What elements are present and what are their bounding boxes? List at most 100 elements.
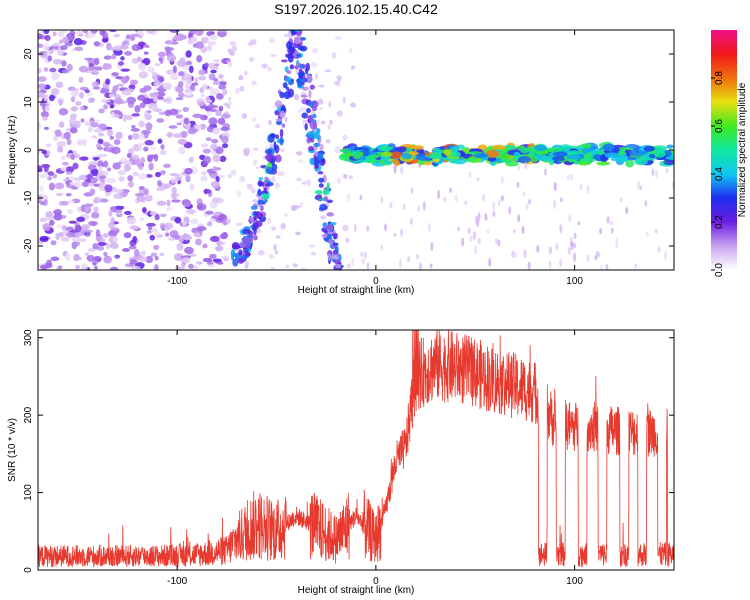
spectrogram-cell [61,161,69,166]
spectrogram-cell [654,150,666,158]
spectrogram-cell [184,167,193,175]
spectrogram-cell [119,205,125,210]
spectrogram-cell [102,233,110,238]
spectrogram-cell [275,235,281,239]
spectrogram-cell [112,236,118,243]
spectrogram-cell [461,237,465,247]
spectrogram-cell [151,71,158,76]
spectrogram-cell [258,176,264,181]
spectrogram-cell [45,211,54,218]
spectrogram-cell [296,177,303,182]
spectrogram-cell [157,51,166,57]
spectrogram-cell [410,187,414,194]
spectrogram-cell [160,144,165,150]
spectrogram-cell [132,132,140,140]
spectrogram-cell [251,117,257,122]
spectrogram-cell [271,158,275,166]
snr-panel: -100 0 100 0 100 200 300 Height of straight li… [7,329,675,596]
spectrogram-cell [618,149,626,155]
spectrogram-cell [103,255,112,264]
spectrogram-cell [450,151,461,158]
spectrogram-cell [90,30,98,34]
spectrogram-cell [664,251,668,261]
spectrogram-cell [553,199,557,210]
colorbar-ticks: 0.0 0.2 0.4 0.6 0.8 [711,71,725,277]
spectrogram-cell [351,257,355,267]
spectrogram-cell [144,111,149,118]
spectrogram-cell [55,192,64,197]
spectrogram-cell [38,83,47,90]
spectrogram-cell [586,254,590,262]
spectrogram-cell [298,68,303,73]
spectrogram-cell [217,117,226,125]
spectrogram-cell [337,253,342,262]
spectrogram-cell [69,88,79,92]
spectrogram-cell [74,224,82,233]
spectrogram-cell [157,138,163,144]
spectrogram-ytick-label: -20 [23,238,34,253]
spectrogram-cell [298,64,305,69]
spectrogram-cell [287,88,295,98]
spectrogram-cell [140,129,151,135]
spectrogram-cell [311,129,315,133]
spectrogram-cell [176,242,184,251]
spectrogram-cell [211,150,217,156]
spectrogram-cell [174,216,182,224]
spectrogram-cell [68,220,77,224]
spectrogram-cell [70,127,78,134]
spectrogram-cell [57,100,64,104]
spectrogram-cell [228,49,234,55]
spectrogram-cell [321,227,327,233]
spectrogram-ytick-label: 20 [23,48,34,60]
spectrogram-cell [666,144,674,149]
spectrogram-cell [220,255,230,260]
spectrogram-cell [474,244,478,255]
spectrogram-cell [129,259,138,265]
spectrogram-cell [138,256,148,262]
spectrogram-cell [132,144,142,152]
spectrogram-cell [320,215,327,220]
spectrogram-cell [299,78,306,83]
spectrogram-cell [218,30,228,33]
spectrogram-cell [206,44,212,52]
spectrogram-cell [270,133,276,138]
spectrogram-cell [273,141,277,151]
spectrogram-cell [131,43,141,52]
spectrogram-cell [38,165,43,172]
spectrogram-cell [577,220,581,226]
spectrogram-cell [108,93,114,98]
spectrogram-cell [258,181,265,187]
spectrogram-cell [93,198,99,204]
spectrogram-cell [363,251,367,259]
spectrogram-cell [99,30,104,36]
spectrogram-cell [43,126,50,130]
spectrogram-cell [202,257,213,263]
spectrogram-cell [293,93,300,101]
spectrogram-cell [192,113,203,119]
spectrogram-cell [48,182,55,191]
spectrogram-cell [160,170,166,175]
spectrogram-cell [198,75,207,81]
spectrogram-cell [38,67,43,74]
spectrogram-cell [108,210,113,217]
spectrogram-cell [106,42,112,51]
spectrogram-cell [251,80,257,86]
spectrogram-cell [61,60,67,67]
spectrogram-cell [284,76,292,83]
spectrogram-cell [38,76,47,82]
spectrogram-cell [270,266,274,270]
spectrogram-cell [580,143,592,149]
spectrogram-cell [94,119,101,123]
spectrogram-cell [294,231,301,236]
spectrogram-cell [316,194,323,200]
spectrogram-cell [213,78,219,82]
spectrogram-cell [150,252,158,257]
spectrogram-cell [264,177,270,182]
spectrogram-cell [244,70,248,76]
spectrogram-cell [102,63,112,70]
spectrogram-cell [79,91,85,99]
spectrogram-cell [61,69,70,74]
spectrogram-cell [81,263,88,270]
spectrogram-cell [525,203,529,210]
spectrogram-cell [552,156,568,161]
